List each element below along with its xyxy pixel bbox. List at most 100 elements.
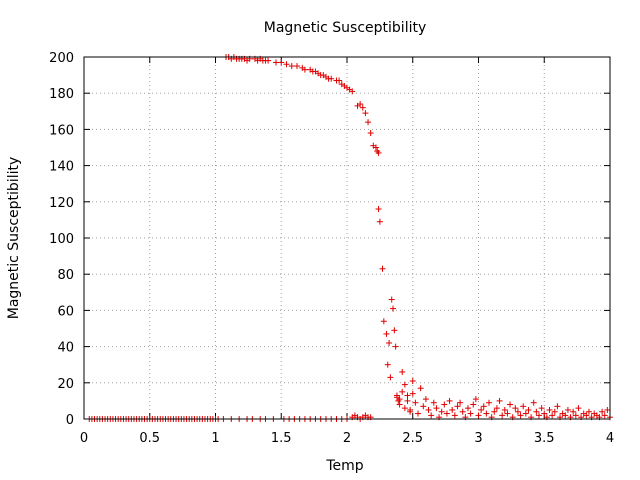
data-point bbox=[420, 403, 427, 410]
data-point bbox=[375, 206, 382, 213]
y-tick-label: 40 bbox=[57, 341, 74, 356]
data-point bbox=[486, 399, 493, 406]
data-point bbox=[376, 218, 383, 225]
data-point bbox=[384, 361, 391, 368]
x-tick-label: 4 bbox=[606, 431, 614, 446]
data-point bbox=[425, 406, 432, 413]
data-point bbox=[514, 408, 521, 415]
data-point bbox=[401, 381, 408, 388]
data-point bbox=[449, 406, 456, 413]
data-point bbox=[359, 104, 366, 111]
data-point bbox=[294, 63, 301, 70]
data-point bbox=[525, 406, 532, 413]
data-point bbox=[283, 61, 290, 68]
data-point bbox=[399, 388, 406, 395]
data-point bbox=[464, 405, 471, 412]
data-point bbox=[446, 397, 453, 404]
data-point bbox=[404, 392, 411, 399]
data-point bbox=[265, 57, 272, 64]
data-point bbox=[443, 410, 450, 417]
data-point bbox=[467, 410, 474, 417]
data-point bbox=[407, 408, 414, 415]
y-tick-label: 100 bbox=[49, 232, 74, 247]
y-axis-label: Magnetic Susceptibility bbox=[6, 157, 22, 320]
data-point bbox=[375, 149, 382, 156]
y-tick-label: 0 bbox=[66, 413, 74, 428]
x-tick-label: 0.5 bbox=[139, 431, 160, 446]
x-tick-label: 1.5 bbox=[271, 431, 292, 446]
data-point bbox=[380, 318, 387, 325]
data-point bbox=[546, 406, 553, 413]
data-point bbox=[391, 327, 398, 334]
data-point bbox=[575, 405, 582, 412]
data-points bbox=[86, 54, 613, 422]
data-point bbox=[441, 401, 448, 408]
data-point bbox=[522, 410, 529, 417]
data-point bbox=[538, 405, 545, 412]
x-tick-label: 2 bbox=[343, 431, 351, 446]
x-tick-label: 1 bbox=[211, 431, 219, 446]
data-point bbox=[499, 412, 506, 419]
data-point bbox=[549, 412, 556, 419]
data-point bbox=[409, 390, 416, 397]
data-point bbox=[392, 343, 399, 350]
data-point bbox=[564, 406, 571, 413]
data-point bbox=[399, 368, 406, 375]
data-point bbox=[401, 405, 408, 412]
data-point bbox=[480, 403, 487, 410]
data-point bbox=[438, 408, 445, 415]
data-point bbox=[483, 410, 490, 417]
data-point bbox=[599, 408, 606, 415]
data-point bbox=[533, 408, 540, 415]
data-point bbox=[562, 412, 569, 419]
data-point bbox=[328, 75, 335, 82]
data-point bbox=[470, 401, 477, 408]
data-point bbox=[507, 401, 514, 408]
data-point bbox=[583, 412, 590, 419]
data-point bbox=[478, 406, 485, 413]
y-tick-label: 20 bbox=[57, 377, 74, 392]
data-point bbox=[496, 397, 503, 404]
data-point bbox=[301, 66, 308, 73]
data-point bbox=[551, 408, 558, 415]
y-tick-label: 120 bbox=[49, 196, 74, 211]
data-point bbox=[393, 394, 400, 401]
data-point bbox=[362, 110, 369, 117]
data-point bbox=[422, 396, 429, 403]
data-point bbox=[349, 88, 356, 95]
y-axis-ticks: 0 20 40 60 80 100 120 140 160 180 200 bbox=[49, 51, 610, 428]
data-point bbox=[572, 412, 579, 419]
data-point bbox=[601, 412, 608, 419]
data-point bbox=[457, 399, 464, 406]
data-point bbox=[459, 408, 466, 415]
data-point bbox=[357, 101, 364, 108]
data-point bbox=[535, 412, 542, 419]
data-point bbox=[367, 130, 374, 137]
x-axis-label: Temp bbox=[325, 458, 363, 474]
data-point bbox=[554, 403, 561, 410]
plot-frame bbox=[83, 56, 611, 420]
data-point bbox=[475, 412, 482, 419]
grid-lines bbox=[84, 57, 610, 419]
data-point bbox=[451, 412, 458, 419]
data-point bbox=[501, 406, 508, 413]
data-point bbox=[541, 410, 548, 417]
data-point bbox=[412, 399, 419, 406]
data-point bbox=[278, 59, 285, 66]
x-axis-ticks: 0 0.5 1 1.5 2 2.5 3 3.5 4 bbox=[80, 57, 614, 446]
data-point bbox=[433, 405, 440, 412]
data-point bbox=[517, 412, 524, 419]
data-point bbox=[491, 408, 498, 415]
data-point bbox=[386, 339, 393, 346]
data-point bbox=[417, 385, 424, 392]
data-point bbox=[365, 119, 372, 126]
data-point bbox=[504, 410, 511, 417]
data-point bbox=[520, 403, 527, 410]
data-point bbox=[336, 77, 343, 84]
x-tick-label: 2.5 bbox=[402, 431, 423, 446]
x-tick-label: 3.5 bbox=[534, 431, 555, 446]
data-point bbox=[383, 330, 390, 337]
data-point bbox=[387, 374, 394, 381]
data-point bbox=[372, 144, 379, 151]
